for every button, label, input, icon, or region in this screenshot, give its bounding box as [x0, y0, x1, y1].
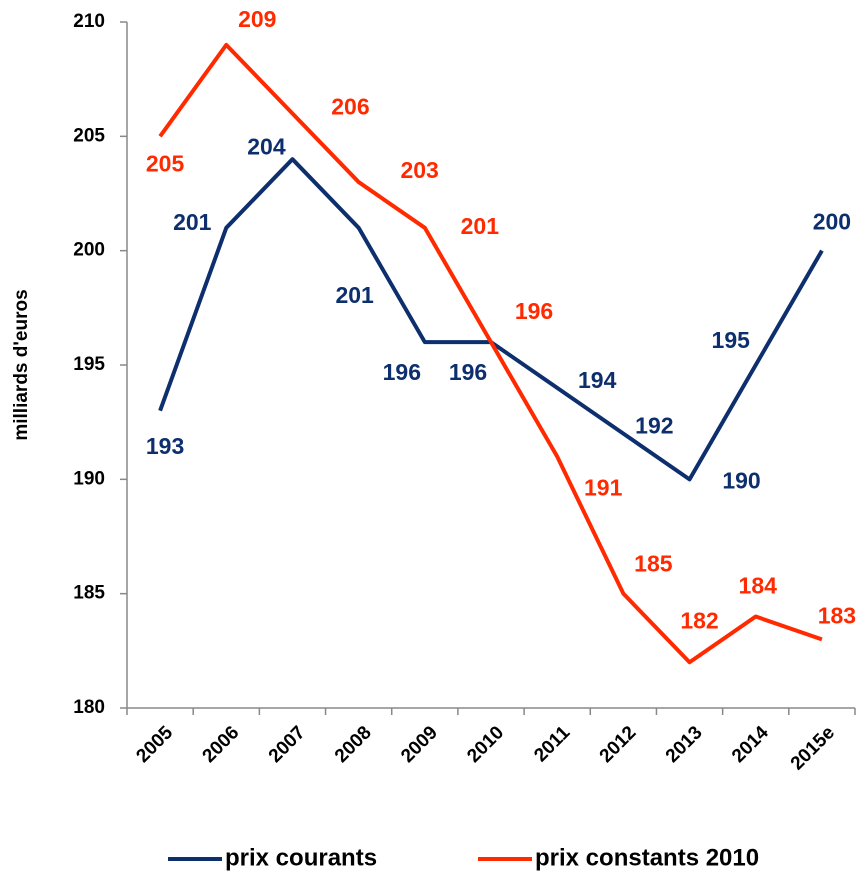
- y-tick-label: 205: [73, 125, 105, 146]
- line: [158, 157, 824, 482]
- y-tick-label: 180: [73, 697, 105, 718]
- x-tick-label: 2013: [662, 722, 707, 767]
- line: [158, 42, 823, 665]
- data-label: 182: [680, 607, 718, 633]
- data-label: 201: [173, 209, 212, 235]
- x-tick-label: 2014: [728, 722, 773, 767]
- data-label: 201: [335, 282, 374, 308]
- y-tick-label: 190: [73, 468, 105, 489]
- data-label: 192: [635, 413, 673, 439]
- data-label: 209: [238, 6, 276, 32]
- data-label: 185: [634, 551, 673, 577]
- legend-label: prix courants: [225, 844, 377, 871]
- data-label: 184: [739, 573, 778, 599]
- y-tick-label: 195: [73, 354, 105, 375]
- data-label: 206: [331, 94, 369, 120]
- data-label: 196: [383, 359, 421, 385]
- y-tick-label: 210: [73, 11, 105, 32]
- data-label: 183: [818, 602, 856, 628]
- x-tick-label: 2005: [132, 722, 177, 767]
- data-label: 200: [813, 209, 851, 235]
- data-label: 195: [712, 327, 751, 353]
- x-tick-label: 2012: [596, 722, 641, 767]
- data-label: 194: [578, 367, 617, 393]
- data-label: 190: [722, 467, 760, 493]
- data-label: 196: [449, 359, 487, 385]
- x-tick-label: 2011: [530, 722, 574, 766]
- x-tick-label: 2015e: [787, 722, 839, 774]
- x-tick-label: 2006: [199, 722, 244, 767]
- x-tick-label: 2009: [397, 722, 442, 767]
- data-label: 191: [584, 475, 623, 501]
- y-tick-label: 185: [73, 583, 105, 604]
- data-label: 196: [515, 298, 553, 324]
- data-label: 205: [146, 150, 185, 176]
- x-tick-label: 2008: [331, 722, 376, 767]
- x-tick-label: 2007: [265, 722, 310, 767]
- legend-label: prix constants 2010: [535, 844, 759, 871]
- y-tick-label: 200: [73, 240, 105, 261]
- data-label: 204: [247, 133, 286, 159]
- data-label: 203: [400, 157, 438, 183]
- data-label: 201: [461, 213, 500, 239]
- data-label: 193: [146, 433, 184, 459]
- y-axis-label: milliards d'euros: [11, 289, 32, 440]
- x-tick-label: 2010: [463, 722, 508, 767]
